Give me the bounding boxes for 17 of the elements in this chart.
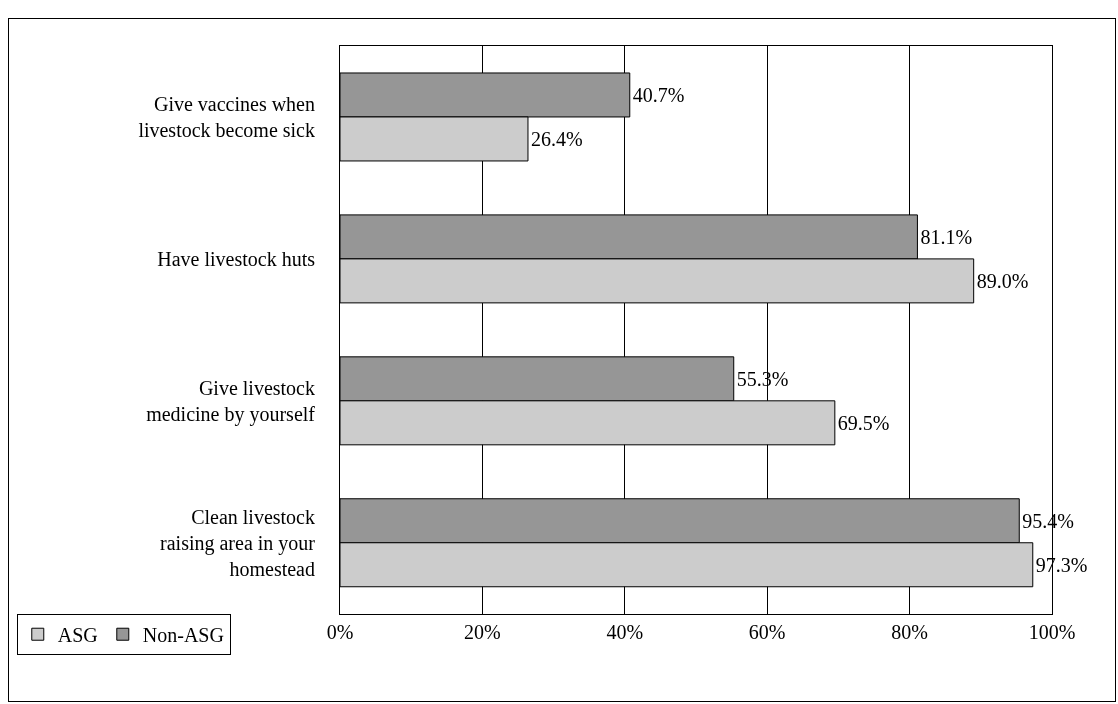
data-label: 40.7% (632, 83, 685, 106)
y-tick-label: Give livestock medicine by yourself (146, 376, 316, 426)
y-tick-label: Give vaccines when livestock become sick (138, 92, 315, 141)
data-label: 89.0% (976, 269, 1029, 292)
data-label: 69.5% (837, 411, 890, 434)
x-tick-label: 100% (1028, 620, 1076, 643)
legend-label: ASG (57, 624, 98, 647)
x-tick-label: 60% (748, 620, 786, 643)
y-tick-label: Have livestock huts (157, 247, 316, 270)
x-tick-label: 20% (464, 620, 501, 643)
y-tick-label: Clean livestock raising area in your homestead (160, 505, 316, 580)
data-label: 26.4% (530, 127, 583, 150)
data-label: 81.1% (920, 225, 973, 248)
x-tick-label: 40% (606, 620, 644, 643)
legend-label: Non-ASG (142, 624, 224, 647)
x-tick-label: 0% (326, 620, 354, 643)
x-tick-label: 80% (891, 620, 928, 643)
